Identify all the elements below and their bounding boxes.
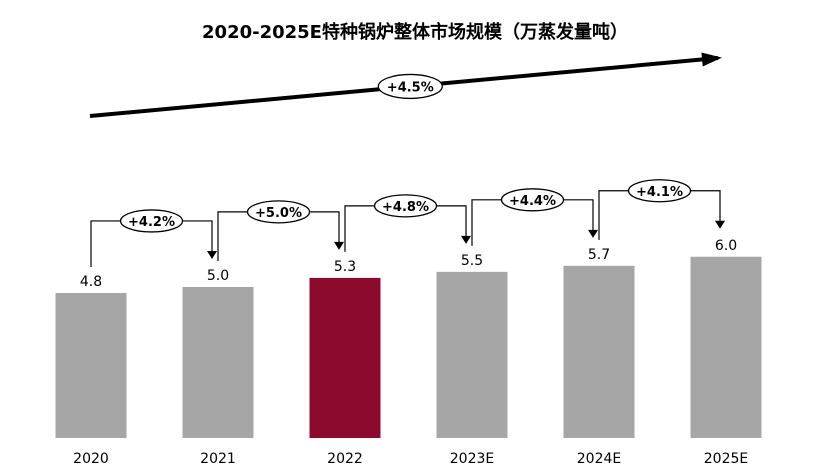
bar-2025E (690, 256, 762, 438)
value-labels: 4.8 5.0 5.3 5.5 5.7 6.0 (80, 238, 737, 290)
value-label: 4.8 (80, 274, 102, 290)
value-label: 5.3 (334, 259, 356, 275)
category-label: 2021 (200, 451, 236, 467)
category-label: 2025E (704, 451, 748, 467)
overall-growth-badge (377, 73, 443, 100)
value-label: 6.0 (715, 238, 737, 254)
bar-2020 (55, 293, 127, 438)
value-label: 5.0 (207, 268, 229, 284)
growth-label: +4.2% (128, 215, 175, 230)
growth-badge (119, 209, 184, 233)
bars (55, 256, 762, 438)
category-labels: 2020 2021 2022 2023E 2024E 2025E (73, 451, 748, 467)
trend-arrowhead (701, 52, 722, 67)
bar-2023E (436, 271, 508, 438)
bar-2021 (182, 286, 254, 438)
growth-label: +4.4% (509, 194, 556, 209)
growth-badge (627, 179, 692, 203)
growth-badge (246, 200, 311, 224)
bar-2024E (563, 265, 635, 438)
category-label: 2022 (327, 451, 363, 467)
category-label: 2023E (450, 451, 494, 467)
growth-arrowhead (334, 241, 344, 250)
growth-annotations: +4.2% +5.0% +4.8% +4.4% +4.1% (90, 179, 725, 267)
category-label: 2024E (577, 451, 621, 467)
value-label: 5.7 (588, 247, 610, 263)
growth-badge (373, 194, 438, 218)
bar-2022 (309, 277, 381, 438)
chart-title: 2020-2025E特种锅炉整体市场规模（万蒸发量吨） (202, 21, 628, 43)
growth-arrowhead (588, 229, 598, 238)
growth-arrowhead (461, 235, 471, 244)
growth-label: +4.8% (382, 200, 429, 215)
growth-badge (500, 188, 565, 212)
category-label: 2020 (73, 451, 109, 467)
growth-arrowhead (715, 220, 725, 229)
overall-growth-label: +4.5% (387, 80, 434, 95)
overall-trend: +4.5% (89, 52, 722, 118)
value-label: 5.5 (461, 253, 483, 269)
growth-label: +5.0% (255, 206, 302, 221)
growth-arrowhead (207, 250, 217, 259)
growth-label: +4.1% (636, 185, 683, 200)
